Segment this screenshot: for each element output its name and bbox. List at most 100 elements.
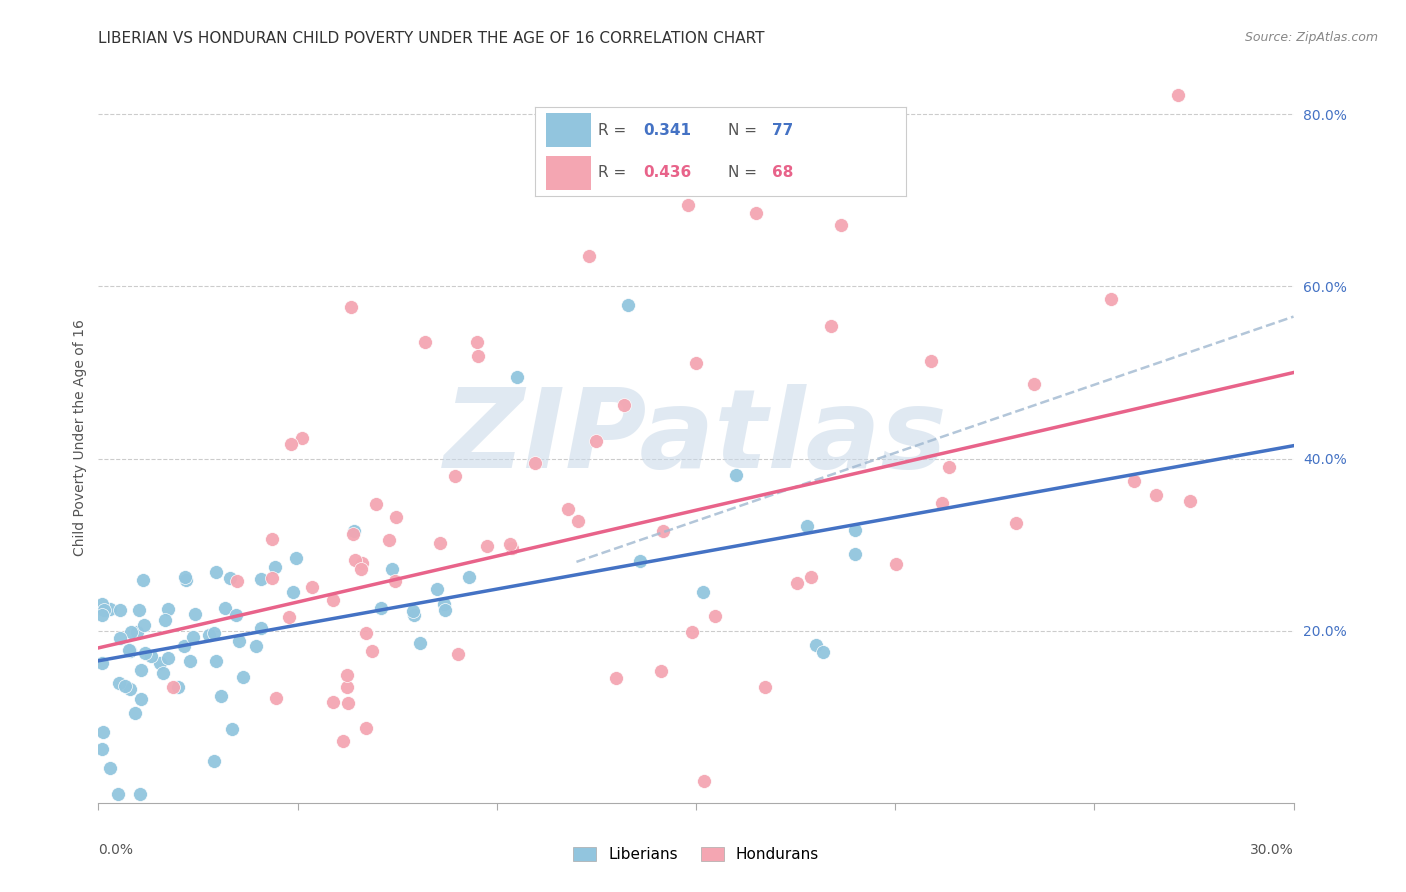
Point <box>1144 487 1167 501</box>
Point <box>132 617 155 632</box>
Point <box>524 457 547 471</box>
Point <box>139 649 162 664</box>
Point <box>1099 293 1122 307</box>
Point <box>301 580 323 594</box>
Point <box>124 706 146 720</box>
Point <box>162 680 184 694</box>
Point <box>356 626 378 640</box>
Point <box>228 634 250 648</box>
Point <box>830 218 852 232</box>
Point <box>844 524 866 538</box>
Point <box>931 496 953 510</box>
Point <box>173 639 195 653</box>
Point <box>91 608 114 623</box>
Point <box>938 460 960 475</box>
Point <box>225 608 247 623</box>
Point <box>844 548 866 562</box>
Point <box>681 624 703 639</box>
Bar <box>547 156 591 190</box>
Point <box>617 298 640 312</box>
Text: 0.341: 0.341 <box>643 123 690 137</box>
Point <box>221 723 243 737</box>
Point <box>128 603 150 617</box>
Point <box>477 539 499 553</box>
Point <box>250 621 273 635</box>
Point <box>322 592 344 607</box>
Point <box>118 681 141 696</box>
Point <box>134 646 156 660</box>
Point <box>335 668 357 682</box>
Point <box>1122 474 1144 488</box>
Point <box>920 354 942 368</box>
Point <box>724 467 747 482</box>
Text: R =: R = <box>599 123 631 137</box>
Point <box>108 631 131 645</box>
Point <box>340 300 363 314</box>
Point <box>361 643 384 657</box>
Point <box>204 654 226 668</box>
Point <box>370 601 392 615</box>
Point <box>444 468 467 483</box>
Text: 0.436: 0.436 <box>643 165 690 179</box>
Point <box>385 509 408 524</box>
Point <box>91 657 114 671</box>
Point <box>153 613 176 627</box>
Point <box>343 524 366 538</box>
Point <box>1167 88 1189 103</box>
Point <box>118 643 141 657</box>
Legend: Liberians, Hondurans: Liberians, Hondurans <box>567 840 825 868</box>
Point <box>693 774 716 789</box>
Point <box>120 624 142 639</box>
Point <box>281 585 304 599</box>
Point <box>384 574 406 588</box>
Point <box>350 562 373 576</box>
Point <box>1024 377 1046 392</box>
Point <box>322 695 344 709</box>
Point <box>202 625 225 640</box>
Point <box>202 755 225 769</box>
Point <box>332 734 354 748</box>
Point <box>132 573 155 587</box>
Point <box>225 574 247 588</box>
Point <box>176 573 198 587</box>
Point <box>381 562 404 576</box>
Point <box>413 335 436 350</box>
Point <box>245 639 267 653</box>
Point <box>336 681 359 695</box>
Point <box>378 533 401 547</box>
Point <box>91 742 114 756</box>
Point <box>91 597 114 611</box>
Point <box>676 198 699 212</box>
Point <box>219 570 242 584</box>
Point <box>1005 516 1028 530</box>
Point <box>250 572 273 586</box>
Point <box>263 559 285 574</box>
Point <box>499 537 522 551</box>
Point <box>266 691 288 706</box>
Point <box>183 607 205 621</box>
Point <box>232 669 254 683</box>
Text: 0.0%: 0.0% <box>98 843 134 857</box>
Point <box>337 696 360 710</box>
Point <box>179 654 201 668</box>
Point <box>285 550 308 565</box>
Point <box>650 665 672 679</box>
Text: LIBERIAN VS HONDURAN CHILD POVERTY UNDER THE AGE OF 16 CORRELATION CHART: LIBERIAN VS HONDURAN CHILD POVERTY UNDER… <box>98 31 765 46</box>
Point <box>166 680 188 694</box>
Point <box>108 603 131 617</box>
Point <box>98 761 121 775</box>
Point <box>98 602 121 616</box>
Point <box>402 603 425 617</box>
Point <box>260 571 283 585</box>
Point <box>685 356 707 370</box>
Point <box>465 335 488 350</box>
Point <box>433 597 456 611</box>
Point <box>198 628 221 642</box>
Point <box>613 398 636 412</box>
Point <box>157 651 180 665</box>
Point <box>278 609 301 624</box>
Point <box>402 608 425 623</box>
Point <box>745 206 768 220</box>
Bar <box>547 113 591 147</box>
Point <box>209 689 232 703</box>
